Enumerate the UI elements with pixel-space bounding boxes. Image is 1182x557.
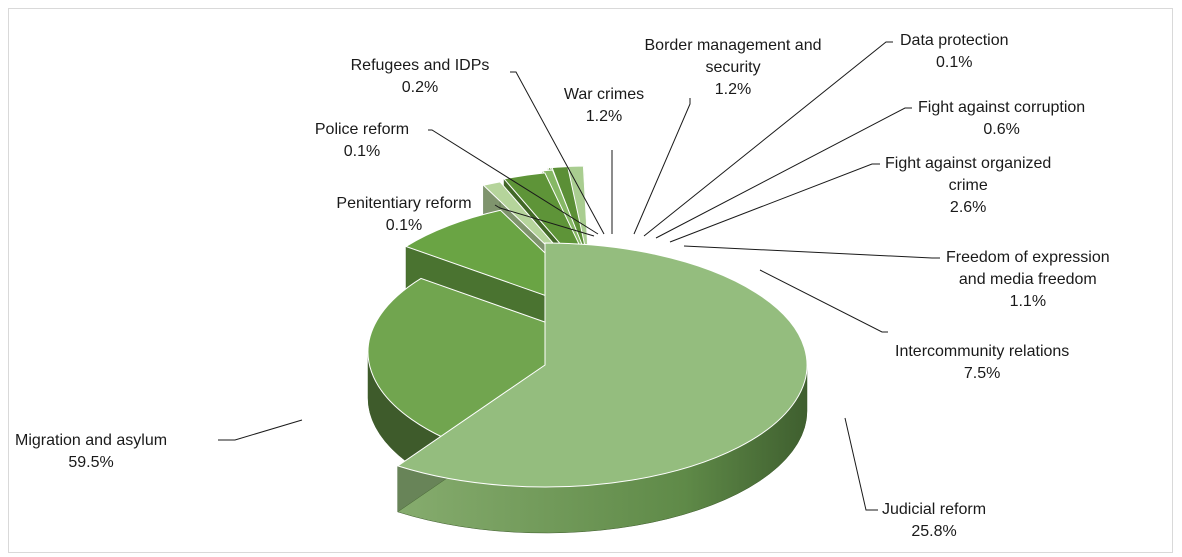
slice-value: 0.6% — [983, 121, 1019, 138]
slice-label-11: Penitentiary reform 0.1% — [336, 195, 471, 234]
slice-label-8: War crimes 1.2% — [564, 86, 644, 125]
slice-name: crime — [949, 177, 988, 194]
leader-lines — [218, 41, 940, 511]
leader-line-3 — [683, 245, 940, 259]
slice-label-10: Police reform 0.1% — [315, 121, 409, 160]
slice-label-2: Intercommunity relations 7.5% — [895, 343, 1069, 382]
leader-line-0 — [218, 419, 303, 441]
slice-name: Fight against corruption — [918, 99, 1085, 116]
pie-slices — [367, 165, 808, 534]
slice-value: 0.1% — [386, 217, 422, 234]
slice-label-3: Freedom of expression and media freedom 1.… — [946, 249, 1110, 310]
leader-line-1 — [844, 417, 878, 511]
slice-name: Refugees and IDPs — [351, 57, 490, 74]
pie-slice-0 — [396, 242, 808, 534]
slice-name: Police reform — [315, 121, 409, 138]
slice-value: 1.2% — [715, 81, 751, 98]
leader-line-10 — [428, 129, 599, 235]
slice-name: Freedom of expression — [946, 249, 1110, 266]
slice-value: 0.2% — [402, 79, 438, 96]
slice-value: 25.8% — [911, 523, 956, 540]
slice-label-9: Refugees and IDPs 0.2% — [351, 57, 490, 96]
leader-line-11 — [494, 204, 595, 237]
slice-value: 1.1% — [1010, 293, 1046, 310]
leader-line-5 — [655, 107, 912, 239]
slice-name: Judicial reform — [882, 501, 986, 518]
slice-name: War crimes — [564, 86, 644, 103]
slice-value: 2.6% — [950, 199, 986, 216]
pie-slice-top — [396, 242, 808, 488]
slice-label-4: Fight against organized crime 2.6% — [885, 155, 1051, 216]
slice-name: Data protection — [900, 32, 1009, 49]
slice-value: 0.1% — [344, 143, 380, 160]
slice-label-6: Data protection 0.1% — [900, 32, 1009, 71]
slice-value: 59.5% — [68, 454, 113, 471]
leader-line-7 — [633, 98, 691, 235]
slice-label-7: Border management and security 1.2% — [645, 37, 822, 98]
slice-name: Penitentiary reform — [336, 195, 471, 212]
leader-line-9 — [510, 71, 605, 235]
slice-name: security — [705, 59, 760, 76]
slice-label-5: Fight against corruption 0.6% — [918, 99, 1085, 138]
slice-name: and media freedom — [959, 271, 1097, 288]
slice-name: Fight against organized — [885, 155, 1051, 172]
slice-name: Intercommunity relations — [895, 343, 1069, 360]
leader-line-2 — [759, 269, 888, 333]
leader-line-6 — [643, 41, 893, 237]
slice-name: Migration and asylum — [15, 432, 167, 449]
slice-labels: Migration and asylum 59.5% Judicial reform… — [15, 32, 1110, 540]
slice-value: 1.2% — [586, 108, 622, 125]
slice-value: 7.5% — [964, 365, 1000, 382]
leader-line-4 — [669, 163, 880, 243]
slice-value: 0.1% — [936, 54, 972, 71]
slice-label-0: Migration and asylum 59.5% — [15, 432, 167, 471]
slice-label-1: Judicial reform 25.8% — [882, 501, 986, 540]
slice-name: Border management and — [645, 37, 822, 54]
